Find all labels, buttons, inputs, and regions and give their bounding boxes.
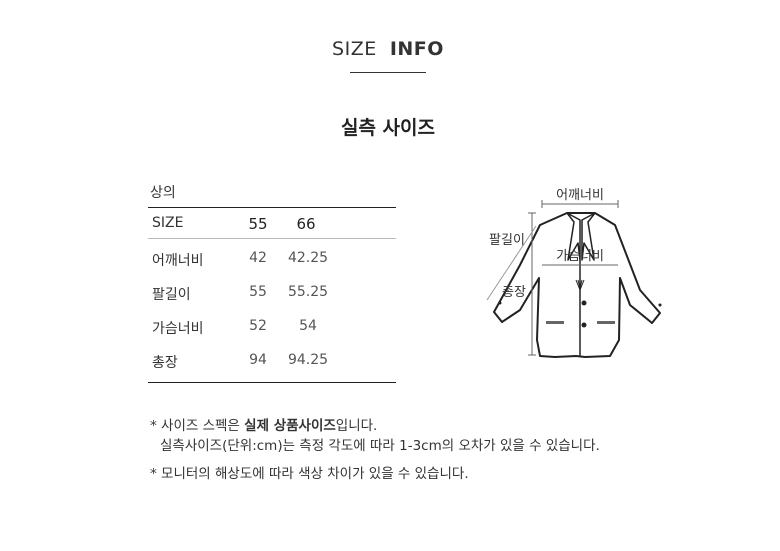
table-row: 어깨너비 42 42.25 bbox=[148, 250, 396, 270]
header-size: SIZE bbox=[152, 215, 184, 231]
note-text: 입니다. bbox=[335, 418, 378, 434]
title-light: SIZE bbox=[332, 38, 377, 60]
row-label: 어깨너비 bbox=[152, 253, 204, 269]
jacket-outline-icon bbox=[493, 212, 661, 358]
sleeve-label: 팔길이 bbox=[489, 233, 525, 248]
cell: 94 bbox=[249, 352, 267, 368]
header-66: 66 bbox=[296, 215, 316, 233]
shoulder-label: 어깨너비 bbox=[556, 188, 604, 203]
header-divider bbox=[148, 238, 396, 239]
table-row: 가슴너비 52 54 bbox=[148, 318, 396, 338]
header-55: 55 bbox=[248, 215, 268, 233]
note-monitor: * 모니터의 해상도에 따라 색상 차이가 있을 수 있습니다. bbox=[150, 466, 469, 482]
row-label: 가슴너비 bbox=[152, 321, 204, 337]
length-label: 총장 bbox=[502, 285, 526, 300]
row-label: 총장 bbox=[152, 355, 178, 371]
cell: 55 bbox=[249, 284, 267, 300]
section-title: SIZE INFO bbox=[0, 38, 776, 60]
title-bold: INFO bbox=[389, 38, 444, 60]
jacket-diagram: 어깨너비 팔길이 가슴너비 총장 bbox=[486, 188, 662, 358]
cell: 42.25 bbox=[287, 250, 329, 266]
page-subtitle: 실측 사이즈 bbox=[340, 117, 435, 139]
table-row: 팔길이 55 55.25 bbox=[148, 284, 396, 304]
title-underline bbox=[350, 72, 426, 73]
note-spec: * 사이즈 스펙은 실제 상품사이즈입니다. bbox=[150, 414, 377, 434]
cell: 42 bbox=[249, 250, 267, 266]
cell: 94.25 bbox=[287, 352, 329, 368]
table-top-border bbox=[148, 207, 396, 208]
cell: 54 bbox=[299, 318, 317, 334]
table-row: 총장 94 94.25 bbox=[148, 352, 396, 372]
note-tolerance: 실측사이즈(단위:cm)는 측정 각도에 따라 1-3cm의 오차가 있을 수 … bbox=[160, 438, 600, 454]
row-label: 팔길이 bbox=[152, 287, 191, 303]
table-header-row: SIZE 55 66 bbox=[148, 215, 396, 235]
cell: 52 bbox=[249, 318, 267, 334]
table-caption: 상의 bbox=[150, 185, 176, 201]
note-bold: 실제 상품사이즈 bbox=[244, 418, 336, 434]
chest-label: 가슴너비 bbox=[556, 249, 604, 264]
table-bottom-border bbox=[148, 382, 396, 383]
cell: 55.25 bbox=[287, 284, 329, 300]
note-text: * 사이즈 스펙은 bbox=[150, 418, 245, 434]
